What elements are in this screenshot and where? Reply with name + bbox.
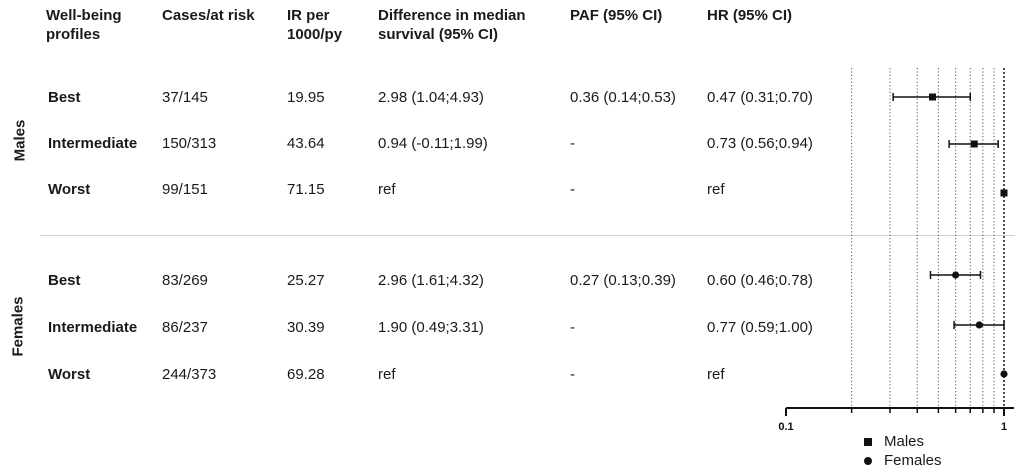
x-tick-label: 1 bbox=[1001, 421, 1007, 433]
paf-cell: 0.27 (0.13;0.39) bbox=[570, 272, 676, 289]
hr-cell: 0.47 (0.31;0.70) bbox=[707, 89, 813, 106]
legend: Males Females bbox=[860, 433, 942, 469]
x-tick-label: 0.1 bbox=[778, 421, 793, 433]
diff-cell: ref bbox=[378, 366, 396, 383]
ir-cell: 30.39 bbox=[287, 319, 325, 336]
ir-cell: 19.95 bbox=[287, 89, 325, 106]
paf-cell: - bbox=[570, 135, 575, 152]
hr-cell: 0.73 (0.56;0.94) bbox=[707, 135, 813, 152]
profile-cell: Intermediate bbox=[48, 319, 138, 336]
legend-item-males: Males bbox=[860, 433, 942, 450]
cases-cell: 99/151 bbox=[162, 181, 208, 198]
square-marker-icon bbox=[864, 437, 872, 446]
diff-cell: 1.90 (0.49;3.31) bbox=[378, 319, 484, 336]
data-point-circle bbox=[975, 321, 983, 329]
data-point-square bbox=[1000, 189, 1008, 197]
paf-cell: - bbox=[570, 181, 575, 198]
header-cases: Cases/at risk bbox=[162, 7, 255, 24]
profile-cell: Worst bbox=[48, 181, 91, 198]
circle-marker-icon bbox=[864, 456, 872, 465]
ir-cell: 69.28 bbox=[287, 366, 325, 383]
legend-label: Males bbox=[884, 433, 925, 450]
ir-cell: 25.27 bbox=[287, 272, 325, 289]
paf-cell: - bbox=[570, 319, 575, 336]
diff-cell: 2.96 (1.61;4.32) bbox=[378, 272, 484, 289]
cases-cell: 83/269 bbox=[162, 272, 208, 289]
hr-cell: 0.77 (0.59;1.00) bbox=[707, 319, 813, 336]
group-divider bbox=[40, 235, 1015, 236]
data-point-circle bbox=[1000, 370, 1008, 378]
cases-cell: 86/237 bbox=[162, 319, 208, 336]
header-paf: PAF (95% CI) bbox=[570, 7, 663, 24]
cases-cell: 37/145 bbox=[162, 89, 208, 106]
header-difference: Difference in median survival (95% CI) bbox=[378, 7, 526, 43]
legend-label: Females bbox=[884, 452, 942, 469]
data-point-square bbox=[970, 140, 978, 148]
header-profiles: Well-being profiles bbox=[46, 7, 122, 43]
paf-cell: - bbox=[570, 366, 575, 383]
header-hr: HR (95% CI) bbox=[707, 7, 793, 24]
cases-cell: 150/313 bbox=[162, 135, 217, 152]
profile-cell: Intermediate bbox=[48, 135, 138, 152]
data-point-circle bbox=[952, 271, 960, 279]
ir-cell: 71.15 bbox=[287, 181, 325, 198]
paf-cell: 0.36 (0.14;0.53) bbox=[570, 89, 676, 106]
hr-cell: 0.60 (0.46;0.78) bbox=[707, 272, 813, 289]
ir-cell: 43.64 bbox=[287, 135, 325, 152]
profile-cell: Best bbox=[48, 272, 81, 289]
hr-cell: ref bbox=[707, 366, 725, 383]
profile-cell: Best bbox=[48, 89, 81, 106]
diff-cell: 2.98 (1.04;4.93) bbox=[378, 89, 484, 106]
profile-cell: Worst bbox=[48, 366, 91, 383]
cases-cell: 244/373 bbox=[162, 366, 217, 383]
data-point-square bbox=[929, 93, 937, 101]
header-ir: IR per 1000/py bbox=[287, 7, 343, 43]
diff-cell: ref bbox=[378, 181, 396, 198]
diff-cell: 0.94 (-0.11;1.99) bbox=[378, 135, 488, 152]
legend-item-females: Females bbox=[860, 452, 942, 469]
hr-cell: ref bbox=[707, 181, 725, 198]
